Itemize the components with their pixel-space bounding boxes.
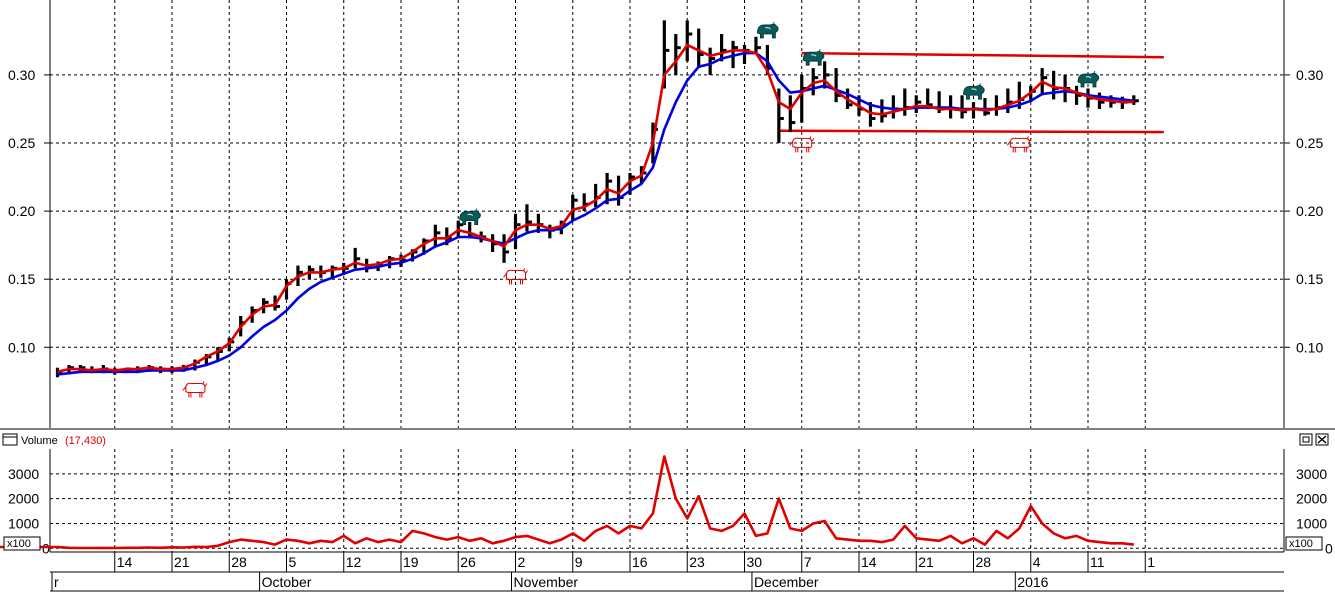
price-bar [708,47,716,75]
price-bar [754,36,761,55]
x-tick-label: 14 [117,554,133,570]
bear-icon [459,208,481,225]
price-ytick-label-right: 0.30 [1296,67,1323,83]
x-tick-label: 14 [861,554,877,570]
x-tick-label: 7 [804,554,812,570]
trend-line [778,129,1164,134]
x-tick-label: 28 [231,554,247,570]
bear-icon [756,21,779,39]
volume-ytick-label-left: 1000 [8,515,39,531]
maximize-icon [1302,436,1310,443]
x-tick-label: 11 [1090,554,1105,570]
panel-close-button[interactable] [1315,433,1329,446]
fast-moving-average-line [57,43,1134,374]
bear-icon [963,83,985,100]
volume-ytick-label-right: 0 [1325,540,1333,556]
slow-moving-average-line [57,51,1134,376]
price-bar [823,61,830,89]
x-tick-label: 16 [632,554,648,570]
price-bar [880,99,887,123]
x-month-label: 2016 [1017,574,1048,590]
x-tick-label: 9 [575,554,583,570]
volume-title: Volume [21,435,58,447]
x-tick-label: 19 [403,554,419,570]
bull-icon [503,268,528,285]
bull-icon [1006,136,1032,153]
price-bar [674,34,681,75]
x-month-label: October [262,574,312,590]
x-tick-label: 28 [976,554,992,570]
bear-icon [1077,70,1100,88]
x-month-label: December [754,574,819,590]
price-ytick-label-right: 0.25 [1296,135,1323,151]
volume-ytick-label-right: 1000 [1296,515,1327,531]
price-bar [788,95,796,133]
price-ytick-label-right: 0.20 [1296,203,1323,219]
price-bar [777,88,784,143]
panel-window-icon[interactable] [2,433,18,446]
bull-icon [789,136,815,153]
volume-panel-header: Volume (17,430) [0,431,1335,448]
x-month-label: r [54,574,59,590]
price-bar [685,20,693,62]
price-ytick-label-left: 0.20 [8,203,35,219]
price-bar [914,95,922,114]
x-tick-label: 21 [918,554,934,570]
price-bar [697,28,704,69]
price-bar [811,68,819,96]
x-tick-label: 1 [1147,554,1155,570]
price-bar [571,194,578,221]
price-ytick-label-left: 0.10 [8,339,35,355]
price-bar [960,95,968,119]
volume-ytick-label-right: 3000 [1296,466,1327,482]
volume-scale-right: x100 [1285,536,1323,551]
price-bar [353,247,361,269]
x-tick-label: 30 [747,554,763,570]
x-tick-label: 12 [346,554,362,570]
x-tick-label: 23 [689,554,705,570]
x-tick-label: 26 [460,554,476,570]
x-tick-label: 21 [174,554,190,570]
volume-ytick-label-left: 3000 [8,466,39,482]
price-bar [502,234,510,263]
x-tick-label: 4 [1033,554,1041,570]
volume-scale-left-label: x100 [7,538,31,550]
price-bar [983,98,990,116]
volume-ytick-label-left: 2000 [8,491,39,507]
price-ytick-label-left: 0.15 [8,271,35,287]
x-month-label: November [514,574,579,590]
x-tick-label: 5 [289,554,297,570]
price-ytick-label-right: 0.10 [1296,339,1323,355]
price-ytick-label-left: 0.25 [8,135,35,151]
volume-ytick-label-right: 2000 [1296,491,1327,507]
price-bar [525,204,532,232]
bear-icon [802,49,825,66]
price-bar [719,34,727,62]
price-panel: 0.10 0.10 0.15 0.15 0.20 0.20 0.25 0.25 0.30 0.30 [8,0,1324,429]
price-ytick-label-left: 0.30 [8,67,35,83]
price-ytick-label-right: 0.15 [1296,271,1323,287]
trend-line [801,51,1164,59]
close-icon [1317,435,1327,444]
volume-scale-left: x100 [3,536,41,551]
volume-value-label: (17,430) [65,435,106,447]
bull-icon [182,381,208,398]
x-tick-label: 2 [518,554,526,570]
price-bar [1097,92,1105,109]
volume-line [0,455,1134,550]
panel-maximize-button[interactable] [1299,433,1313,446]
price-bar [433,224,441,247]
volume-scale-right-label: x100 [1289,538,1313,550]
time-axis: 14 21 28 5 12 19 26 2 9 16 23 30 7 14 21 28 4 11 1 r Octobe… [50,551,1284,592]
